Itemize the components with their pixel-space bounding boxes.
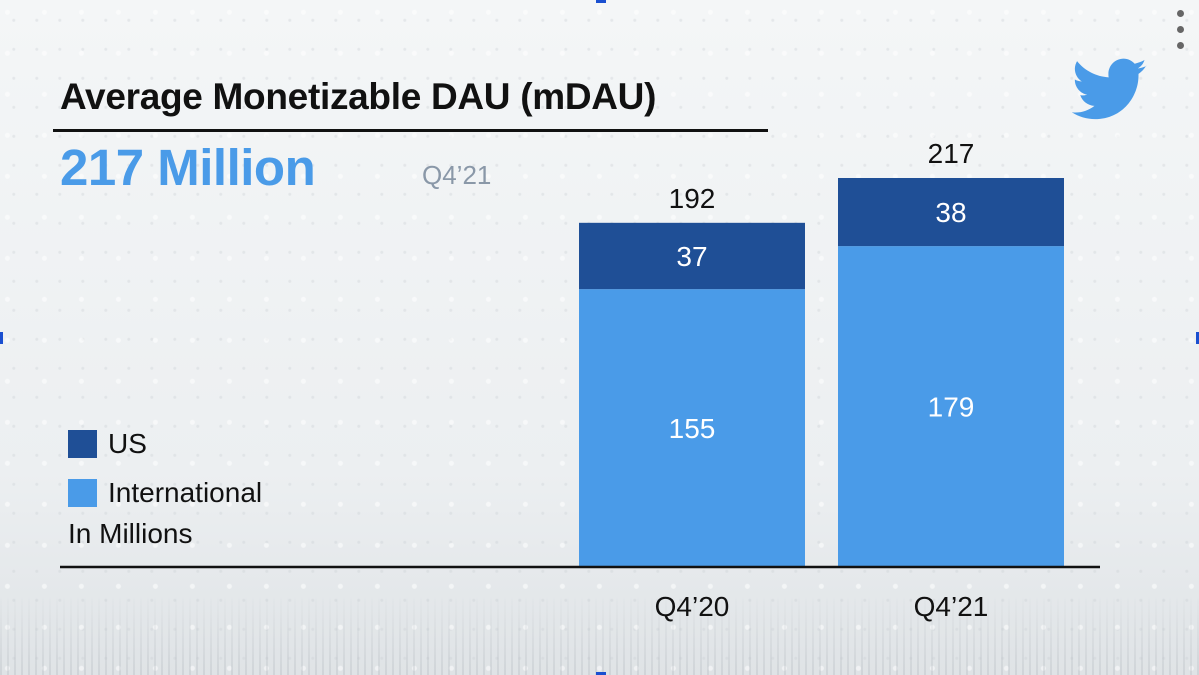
edge-marker: [596, 672, 606, 675]
bar-us-2: [838, 178, 1064, 247]
twitter-bird-shape: [1072, 58, 1147, 120]
menu-dot: [1177, 42, 1184, 49]
menu-dot: [1177, 26, 1184, 33]
total-label-2: 217: [928, 138, 975, 169]
edge-marker: [0, 332, 3, 344]
bar-us-1: [579, 222, 805, 290]
legend-swatch-international: [68, 479, 97, 507]
bar-group: 155 37 192 Q4’20 179 38 217 Q4’21: [579, 138, 1064, 622]
edge-marker: [596, 0, 606, 3]
bar-international-1: [579, 289, 805, 567]
unit-note: In Millions: [68, 518, 193, 549]
total-label-1: 192: [669, 183, 716, 214]
data-label-us-1: 37: [676, 241, 707, 272]
legend-label-us: US: [108, 428, 147, 459]
legend-swatch-us: [68, 430, 97, 458]
menu-dot: [1177, 10, 1184, 17]
edge-marker: [1196, 332, 1199, 344]
title-underline: [53, 129, 768, 132]
data-label-international-1: 155: [669, 413, 716, 444]
headline-value: 217 Million: [60, 139, 316, 196]
x-tick-label-1: Q4’20: [655, 591, 730, 622]
more-vertical-icon[interactable]: [1174, 8, 1188, 52]
data-label-us-2: 38: [935, 197, 966, 228]
data-label-international-2: 179: [928, 392, 975, 423]
bar-international-2: [838, 246, 1064, 567]
legend-label-international: International: [108, 477, 263, 508]
chart-title: Average Monetizable DAU (mDAU): [60, 76, 657, 117]
background-grunge: [0, 595, 1199, 675]
x-tick-label-2: Q4’21: [914, 591, 989, 622]
headline-period: Q4’21: [422, 160, 492, 190]
twitter-bird-icon: [1072, 58, 1147, 120]
